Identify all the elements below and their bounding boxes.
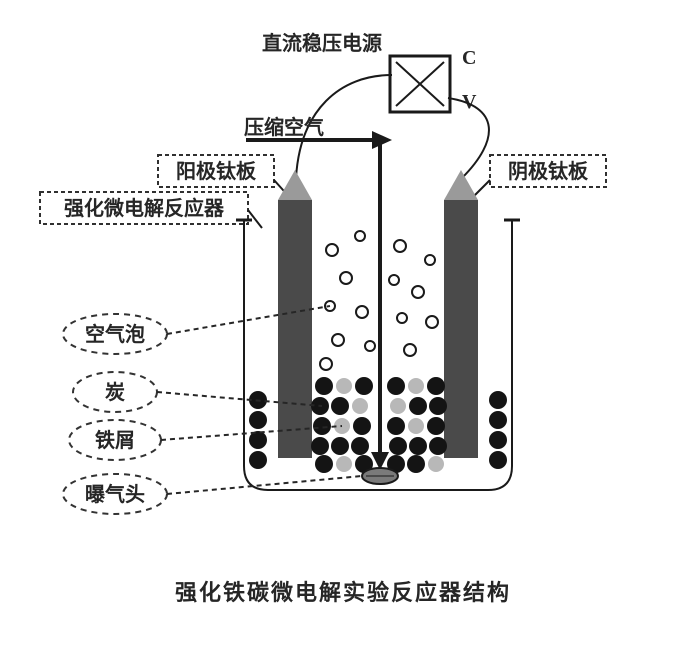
anode-label: 阳极钛板 [176,159,257,183]
legend-carbon-label: 炭 [105,381,125,404]
legend-iron-label: 铁屑 [95,428,135,452]
compressed-air-label: 压缩空气 [244,115,324,139]
legend-aerator-label: 曝气头 [85,482,145,506]
cathode-tip [444,170,478,200]
legend-carbon: 炭 [73,372,157,412]
legend-air-bubble-label: 空气泡 [85,322,145,346]
legend-iron: 铁屑 [69,420,161,460]
terminal-c: C [462,47,476,69]
cathode-plate [444,200,478,458]
legend-air-bubble: 空气泡 [63,314,167,354]
reactor-label: 强化微电解反应器 [64,196,225,220]
anode-tip [278,170,312,200]
leader-aerator [167,476,362,494]
power-label: 直流稳压电源 [262,31,382,55]
legend-aerator: 曝气头 [63,474,167,514]
cathode-label-box: 阴极钛板 [490,155,606,187]
anode-plate [278,200,312,458]
cathode-label: 阴极钛板 [508,159,589,183]
aerator-icon [362,468,398,484]
power-supply [390,56,450,112]
reactor-label-box: 强化微电解反应器 [40,192,248,224]
anode-label-box: 阳极钛板 [158,155,274,187]
caption: 强化铁碳微电解实验反应器结构 [175,580,511,605]
